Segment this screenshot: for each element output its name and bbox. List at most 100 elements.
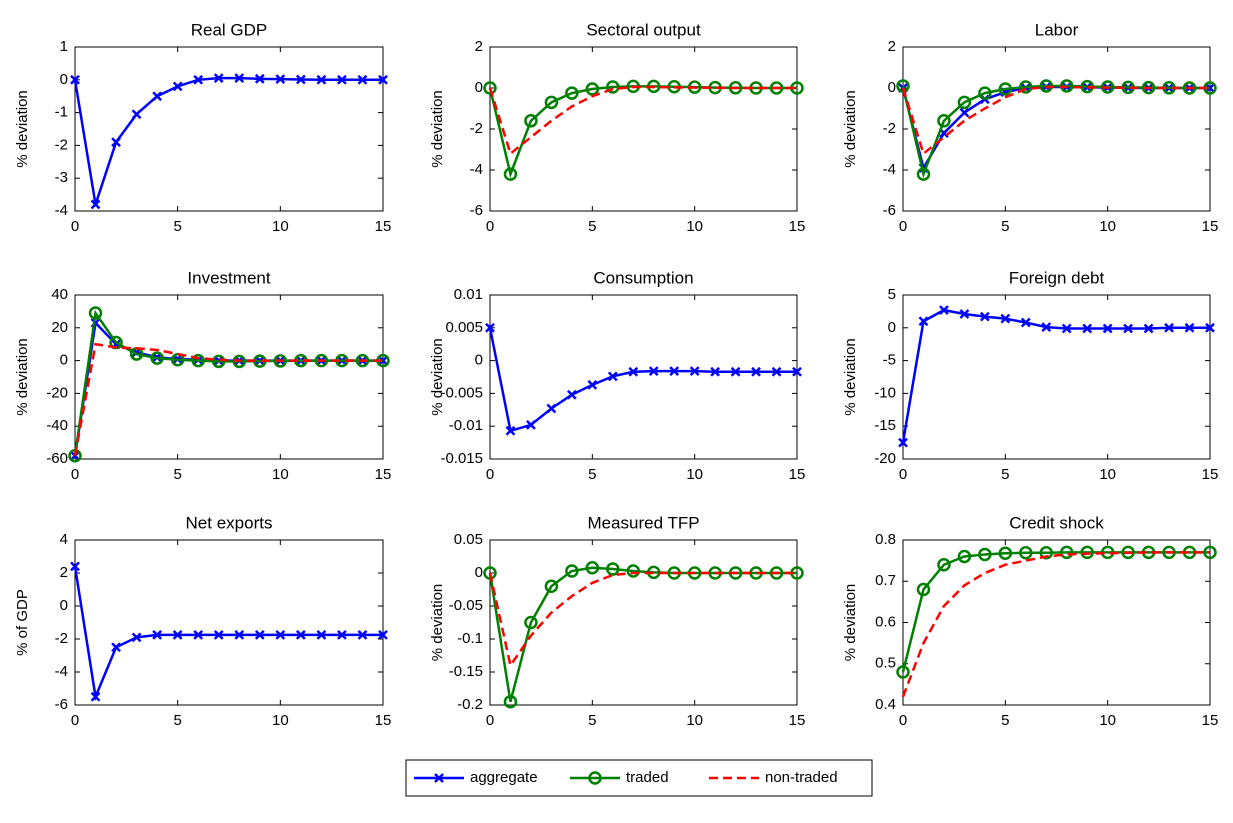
y-tick-label: -0.05 bbox=[449, 597, 483, 614]
marker bbox=[357, 74, 368, 85]
legend-label: non-traded bbox=[765, 769, 838, 786]
subplot-title: Sectoral output bbox=[586, 20, 701, 39]
x-tick-label: 0 bbox=[71, 218, 79, 235]
marker bbox=[150, 351, 164, 365]
y-tick-label: -2 bbox=[55, 630, 68, 647]
y-tick-label: 2 bbox=[475, 38, 483, 55]
marker bbox=[979, 311, 990, 322]
y-tick-label: 20 bbox=[51, 319, 68, 336]
axes-box bbox=[74, 294, 384, 460]
marker bbox=[607, 371, 618, 382]
marker bbox=[275, 74, 286, 85]
marker bbox=[1182, 81, 1197, 95]
marker bbox=[1061, 323, 1072, 334]
subplot: Sectoral output % deviation 0 5 10 15 -6 -4 -2 0 2 bbox=[429, 20, 805, 234]
marker bbox=[916, 167, 931, 181]
marker bbox=[1184, 322, 1195, 333]
x-tick-label: 5 bbox=[173, 466, 181, 483]
marker bbox=[524, 615, 538, 630]
marker bbox=[689, 366, 700, 376]
legend-label: aggregate bbox=[470, 769, 538, 786]
marker bbox=[503, 167, 518, 181]
y-tick-label: -6 bbox=[883, 202, 896, 219]
y-axis-label: % deviation bbox=[429, 90, 446, 168]
marker bbox=[316, 629, 327, 640]
marker bbox=[316, 74, 327, 85]
axes-box bbox=[74, 539, 384, 706]
marker bbox=[546, 403, 557, 414]
marker bbox=[503, 694, 518, 709]
x-tick-label: 5 bbox=[1001, 466, 1009, 483]
marker bbox=[434, 773, 444, 783]
y-tick-label: -0.01 bbox=[449, 417, 483, 434]
y-tick-label: -0.015 bbox=[440, 450, 483, 467]
y-tick-label: -40 bbox=[46, 417, 68, 434]
marker bbox=[234, 629, 245, 640]
marker bbox=[1059, 545, 1074, 560]
x-tick-label: 15 bbox=[789, 218, 806, 235]
x-tick-label: 10 bbox=[272, 466, 289, 483]
y-tick-label: -1 bbox=[55, 104, 68, 121]
y-tick-label: -2 bbox=[55, 136, 68, 153]
marker bbox=[378, 74, 388, 85]
y-axis-label: % of GDP bbox=[14, 589, 31, 656]
marker bbox=[710, 366, 721, 377]
marker bbox=[111, 137, 121, 148]
axes-box bbox=[489, 46, 798, 212]
y-tick-label: -0.15 bbox=[449, 663, 483, 680]
y-tick-label: 1 bbox=[60, 38, 68, 55]
legend: aggregate traded non-traded bbox=[405, 759, 873, 797]
marker bbox=[978, 86, 992, 100]
y-tick-label: 0.8 bbox=[875, 531, 896, 548]
marker bbox=[1041, 322, 1052, 333]
x-tick-label: 15 bbox=[375, 218, 392, 235]
x-tick-label: 5 bbox=[1001, 712, 1009, 729]
marker bbox=[918, 316, 929, 327]
marker bbox=[898, 437, 908, 448]
y-tick-label: -60 bbox=[46, 450, 68, 467]
marker bbox=[193, 629, 204, 640]
y-tick-label: 0 bbox=[475, 79, 483, 96]
x-tick-label: 15 bbox=[789, 712, 806, 729]
marker bbox=[152, 91, 163, 102]
marker bbox=[587, 379, 598, 390]
y-tick-label: 0.4 bbox=[875, 696, 896, 713]
marker bbox=[131, 632, 142, 643]
y-tick-label: -2 bbox=[883, 120, 896, 137]
x-tick-label: 5 bbox=[588, 466, 596, 483]
marker bbox=[1102, 323, 1113, 334]
y-tick-label: -4 bbox=[883, 161, 896, 178]
marker bbox=[648, 366, 659, 376]
marker bbox=[314, 353, 329, 368]
marker bbox=[213, 629, 224, 640]
marker bbox=[1082, 323, 1093, 334]
marker bbox=[669, 366, 680, 376]
x-tick-label: 0 bbox=[486, 466, 494, 483]
y-tick-label: -4 bbox=[470, 161, 483, 178]
marker bbox=[792, 366, 802, 377]
marker bbox=[1019, 546, 1033, 560]
y-tick-label: -4 bbox=[55, 663, 68, 680]
y-tick-label: 0 bbox=[475, 352, 483, 369]
y-tick-label: 0 bbox=[60, 71, 68, 88]
series-line bbox=[73, 566, 383, 702]
y-tick-label: -6 bbox=[470, 202, 483, 219]
marker bbox=[337, 629, 347, 640]
y-tick-label: 0 bbox=[60, 597, 68, 614]
y-axis-label: % deviation bbox=[14, 338, 31, 416]
marker bbox=[483, 81, 497, 95]
y-tick-label: 0.6 bbox=[875, 613, 896, 630]
axes-box bbox=[489, 294, 798, 460]
subplot: Credit shock % deviation 0 5 10 15 0.4 0.5 0.6 0.… bbox=[842, 513, 1218, 728]
marker bbox=[588, 771, 602, 785]
series-line bbox=[901, 551, 1210, 698]
subplot-title: Measured TFP bbox=[587, 513, 699, 532]
subplot: Real GDP % deviation 0 5 10 15 -4 -3 -2 -1 0 1 bbox=[14, 20, 391, 234]
marker bbox=[626, 564, 641, 578]
x-tick-label: 10 bbox=[1099, 218, 1116, 235]
x-tick-label: 5 bbox=[173, 712, 181, 729]
marker bbox=[959, 107, 970, 118]
marker bbox=[234, 73, 245, 84]
subplot: Net exports % of GDP 0 5 10 15 -6 -4 -2 0 2 4 bbox=[14, 513, 391, 728]
y-tick-label: 2 bbox=[888, 38, 896, 55]
